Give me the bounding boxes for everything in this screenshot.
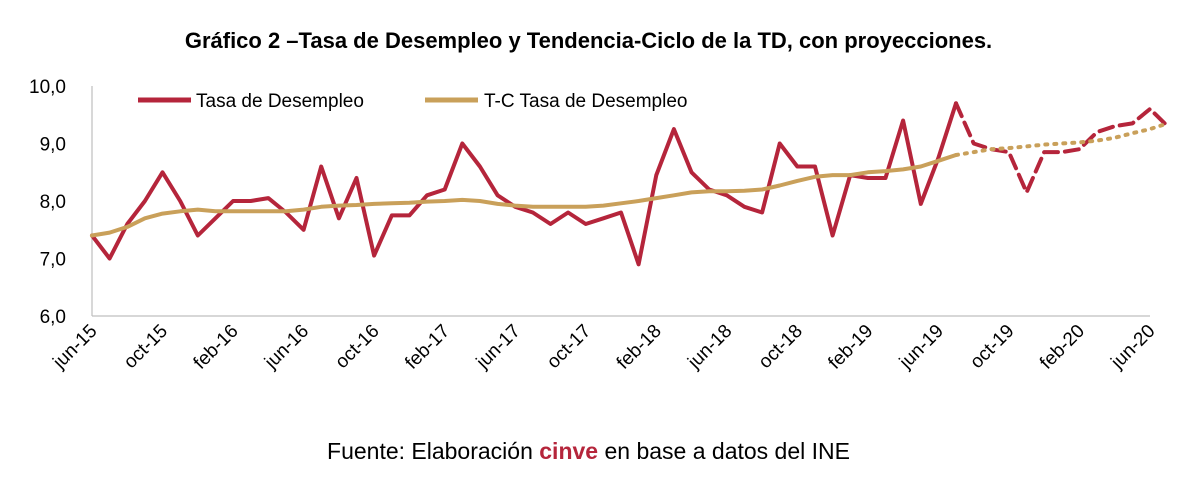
- x-tick-label: jun-19: [895, 321, 948, 374]
- y-tick-label: 10,0: [29, 77, 66, 98]
- source-brand: cinve: [539, 438, 599, 464]
- projection-line-tc: [954, 121, 1170, 157]
- x-tick-label: feb-18: [613, 321, 666, 374]
- x-tick-label: feb-16: [190, 321, 243, 374]
- x-tick-label: jun-15: [49, 321, 102, 374]
- series-layer: [90, 101, 1170, 267]
- x-tick-label: feb-17: [401, 321, 454, 374]
- y-tick-label: 6,0: [40, 307, 66, 328]
- chart-title: Gráfico 2 –Tasa de Desempleo y Tendencia…: [184, 28, 993, 53]
- x-tick-label: oct-16: [331, 321, 383, 373]
- legend-label: Tasa de Desempleo: [196, 91, 364, 112]
- x-tick-label: jun-17: [472, 321, 525, 374]
- x-tick-label: feb-20: [1036, 321, 1089, 374]
- y-tick-label: 9,0: [40, 135, 66, 156]
- y-tick-label: 7,0: [40, 250, 66, 271]
- x-tick-label: feb-19: [824, 321, 877, 374]
- source-prefix: Fuente: Elaboración: [327, 438, 540, 464]
- legend-label: T-C Tasa de Desempleo: [484, 91, 687, 112]
- series-line-tc: [90, 153, 958, 238]
- x-tick-label: jun-16: [260, 321, 313, 374]
- ticks-layer: 6,0 7,0 8,0 9,0 10,0 jun-15 oct-15 feb-16 jun-16…: [29, 77, 1160, 374]
- x-tick-label: oct-17: [543, 321, 595, 373]
- legend: Tasa de Desempleo T-C Tasa de Desempleo: [138, 91, 687, 112]
- x-tick-label: oct-18: [755, 321, 807, 373]
- series-line-tasa: [90, 101, 958, 267]
- x-tick-label: oct-19: [966, 321, 1018, 373]
- x-tick-label: jun-20: [1107, 321, 1160, 374]
- projection-line-tasa: [954, 101, 1170, 195]
- x-tick-label: jun-18: [683, 321, 736, 374]
- y-tick-label: 8,0: [40, 192, 66, 213]
- source-suffix: en base a datos del INE: [598, 438, 850, 464]
- chart-svg: 6,0 7,0 8,0 9,0 10,0 jun-15 oct-15 feb-16 jun-16…: [29, 77, 1170, 374]
- x-tick-label: oct-15: [120, 321, 172, 373]
- axes: [91, 86, 1150, 317]
- source-line: Fuente: Elaboración cinve en base a dato…: [0, 438, 1177, 465]
